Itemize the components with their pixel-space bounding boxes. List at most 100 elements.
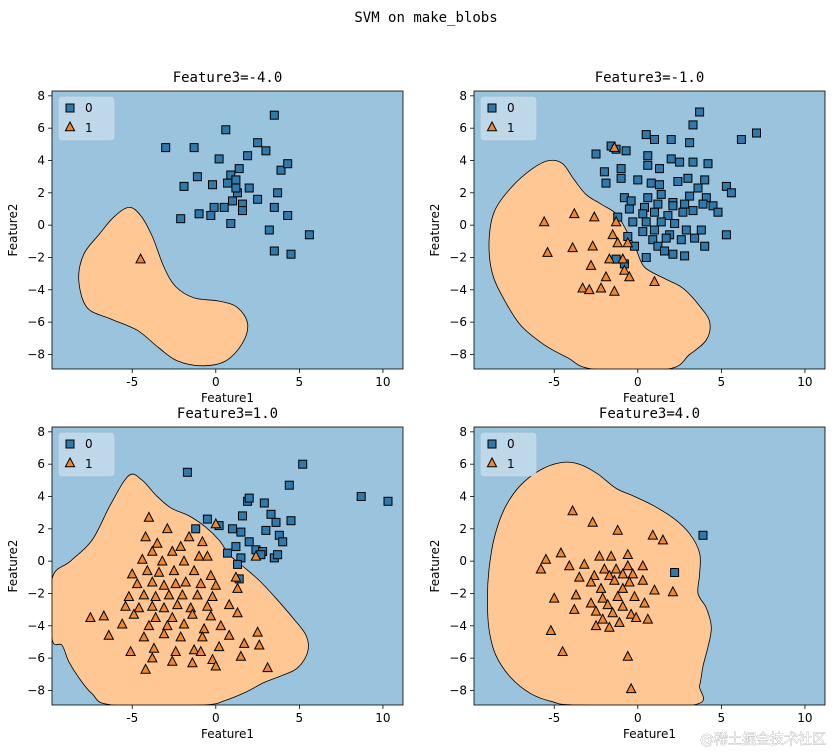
class-0-point xyxy=(273,188,283,198)
legend-label-0: 0 xyxy=(507,101,515,115)
class-1-point xyxy=(548,592,560,603)
class-1-point xyxy=(186,608,198,619)
axes-frame xyxy=(51,426,404,706)
class-1-point xyxy=(612,590,624,601)
class-1-point xyxy=(170,645,182,656)
class-0-point xyxy=(678,207,688,217)
class-0-point xyxy=(228,524,237,534)
class-0-point xyxy=(269,110,279,120)
class-0-point xyxy=(231,542,241,552)
y-tick-label: 8 xyxy=(37,425,45,439)
x-axis-label: Feature1 xyxy=(623,391,676,405)
class-0-point xyxy=(261,146,271,156)
class-1-point xyxy=(223,629,235,640)
class-1-point xyxy=(210,517,222,529)
x-tick-label: -5 xyxy=(548,375,560,389)
class-1-point xyxy=(188,643,200,655)
class-0-point xyxy=(700,241,710,251)
y-tick-label: −2 xyxy=(449,250,467,264)
class-0-point xyxy=(209,202,219,212)
class-1-point xyxy=(667,585,679,597)
class-0-point xyxy=(238,206,247,216)
class-1-point xyxy=(588,569,600,580)
x-tick-label: 10 xyxy=(797,711,812,725)
class-1-point xyxy=(186,656,198,668)
class-1-point xyxy=(585,576,597,587)
x-tick-label: 0 xyxy=(212,375,220,389)
class-0-point xyxy=(643,160,653,170)
y-tick-label: −4 xyxy=(27,619,45,633)
class-0-point xyxy=(661,233,671,243)
class-0-point xyxy=(752,128,761,138)
class-0-point xyxy=(621,146,631,156)
class-1-point xyxy=(148,642,160,653)
class-0-point xyxy=(670,219,680,228)
class-0-point xyxy=(641,130,651,140)
legend: 01 xyxy=(480,96,537,141)
legend: 01 xyxy=(58,432,115,477)
legend-label-1: 1 xyxy=(507,457,515,471)
class-0-point xyxy=(663,211,673,220)
subplot-title: Feature3=-4.0 xyxy=(173,70,283,86)
class-1-point xyxy=(207,653,218,664)
class-1-point xyxy=(64,456,76,468)
class-1-point xyxy=(230,571,242,582)
class-1-point xyxy=(252,626,264,637)
class-1-point xyxy=(588,211,600,222)
class-0-point xyxy=(259,498,269,508)
class-1-point xyxy=(623,270,635,282)
class-1-point xyxy=(647,529,659,540)
class-1-point xyxy=(153,566,165,577)
class-0-point xyxy=(655,180,664,190)
subplot-1: -5 0 5 10−8−6−4−202468Feature3=-4.0Feature1… xyxy=(6,70,404,405)
class-1-point xyxy=(103,629,115,640)
class-1-point xyxy=(608,141,620,152)
class-1-point xyxy=(171,598,183,610)
class-1-point xyxy=(140,663,152,674)
class-1-point xyxy=(151,537,163,548)
class-0-point xyxy=(648,235,658,245)
class-1-point xyxy=(213,640,225,652)
class-0-point xyxy=(673,177,683,186)
axes-frame xyxy=(473,426,826,706)
class-0-point xyxy=(223,178,232,188)
class-1-point xyxy=(175,540,187,551)
y-tick-label: 2 xyxy=(459,186,467,200)
class-1-point xyxy=(590,605,602,616)
class-0-point xyxy=(690,233,700,243)
y-tick-label: −8 xyxy=(449,683,467,697)
legend-label-0: 0 xyxy=(85,101,93,115)
class-1-point xyxy=(622,236,634,248)
class-0-point xyxy=(653,241,663,251)
legend-label-1: 1 xyxy=(85,121,93,135)
class-0-point xyxy=(487,439,497,449)
class-0-point xyxy=(238,511,247,521)
class-1-point xyxy=(587,516,599,527)
y-tick-label: 0 xyxy=(459,218,467,232)
subplot-title: Feature3=-1.0 xyxy=(595,70,705,86)
class-1-point xyxy=(64,120,76,132)
class-0-point xyxy=(668,201,678,211)
class-1-point xyxy=(207,590,218,601)
class-0-point xyxy=(646,178,656,188)
class-1-point xyxy=(622,548,634,559)
y-tick-label: −2 xyxy=(449,586,467,600)
legend-label-0: 0 xyxy=(507,437,515,451)
class-0-point xyxy=(271,517,281,527)
class-0-point xyxy=(703,159,713,169)
subplot-title: Feature3=4.0 xyxy=(599,406,700,422)
class-0-point xyxy=(228,196,237,206)
class-1-point xyxy=(232,606,243,618)
subplot-title: Feature3=1.0 xyxy=(177,406,278,422)
class-1-point xyxy=(141,564,153,576)
class-1-point xyxy=(123,590,135,601)
class-1-point xyxy=(657,534,669,545)
y-tick-label: −4 xyxy=(449,283,467,297)
class-1-point xyxy=(608,574,620,585)
class-1-point xyxy=(161,522,173,534)
class-0-point xyxy=(182,467,192,477)
scatter-points xyxy=(538,107,761,296)
class-1-point xyxy=(161,619,173,631)
class-1-point xyxy=(618,264,630,275)
class-1-point xyxy=(617,568,629,579)
